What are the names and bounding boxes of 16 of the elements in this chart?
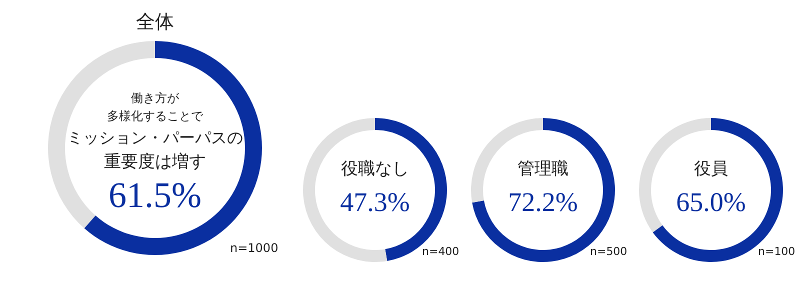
data-label: 47.3% — [340, 187, 410, 217]
chart-title: 全体 — [136, 11, 174, 33]
text: 役員 — [694, 159, 728, 179]
text: ミッション・パーパスの — [67, 128, 243, 147]
text: n=400 — [422, 245, 460, 258]
text: 多様化することで — [107, 109, 204, 123]
text: n=1000 — [230, 241, 278, 255]
text: 働き方が — [131, 91, 180, 105]
data-label: 72.2% — [508, 187, 578, 217]
text: n=100 — [758, 245, 796, 258]
text: n=500 — [590, 245, 628, 258]
data-label: 61.5% — [108, 175, 202, 215]
data-label: 65.0% — [676, 187, 746, 217]
text: 管理職 — [518, 159, 568, 179]
text: 重要度は増す — [104, 152, 206, 172]
text: 役職なし — [341, 159, 409, 179]
